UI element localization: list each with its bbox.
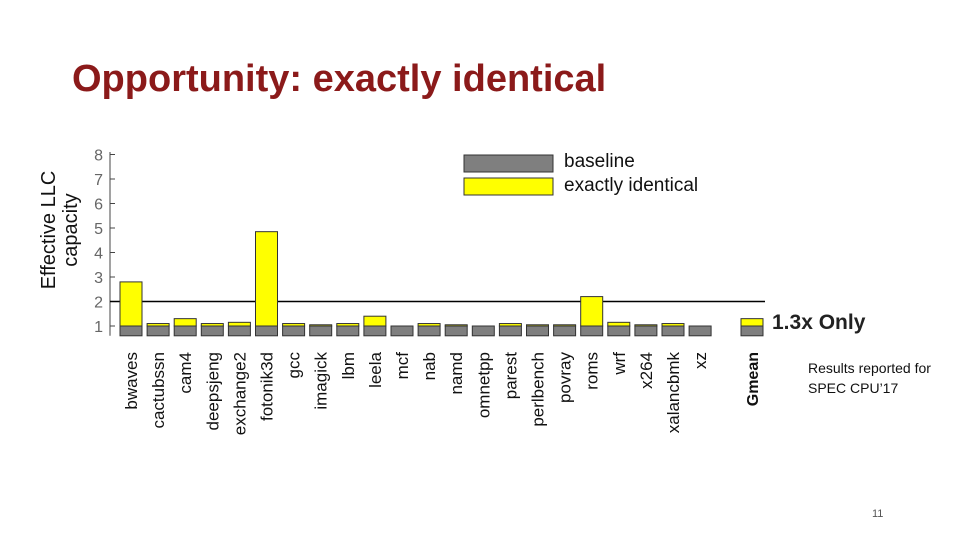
x-tick-label: nab [420, 352, 439, 380]
bar-exactly-identical [363, 315, 387, 327]
x-tick-label: Gmean [745, 352, 762, 406]
bar-baseline [471, 325, 495, 337]
bar-baseline [688, 325, 712, 337]
bar-baseline [200, 325, 224, 337]
y-tick-label: 1 [94, 319, 103, 336]
x-tick-label: exchange2 [230, 352, 249, 435]
x-tick-label: povray [556, 352, 575, 404]
x-tick-label: wrf [610, 352, 629, 376]
y-tick-label: 4 [94, 246, 103, 263]
bar-baseline [336, 325, 360, 337]
x-tick-label: fotonik3d [258, 352, 277, 421]
bar-baseline [740, 325, 764, 337]
x-tick-label: namd [447, 352, 466, 395]
bar-baseline [553, 325, 577, 337]
x-tick-label: xalancbmk [664, 352, 683, 434]
y-tick-label: 3 [94, 270, 103, 287]
bar-baseline [634, 325, 658, 337]
bar-baseline [417, 325, 441, 337]
y-tick-label: 5 [94, 221, 103, 238]
bar-exactly-identical [740, 318, 764, 327]
bar-baseline [661, 325, 685, 337]
callout-text: 1.3x Only [772, 311, 866, 334]
bar-baseline [173, 325, 197, 337]
x-tick-label: imagick [312, 352, 331, 410]
x-tick-label: roms [583, 352, 602, 390]
x-tick-label: cactubssn [149, 352, 168, 429]
bar-baseline [526, 325, 549, 337]
y-tick-label: 2 [94, 295, 103, 312]
bar-exactly-identical [173, 318, 197, 327]
bar-baseline [309, 325, 333, 337]
bar-baseline [282, 325, 306, 337]
bar-baseline [498, 325, 522, 337]
legend-swatch-exactly-identical [463, 177, 554, 196]
x-tick-label: perlbench [529, 352, 548, 427]
x-tick-label: deepsjeng [203, 352, 222, 430]
x-tick-label: parest [501, 352, 520, 400]
bar-baseline [444, 325, 468, 337]
x-tick-label: mcf [393, 352, 412, 380]
bar-exactly-identical [255, 231, 278, 327]
x-tick-label: lbm [339, 352, 358, 379]
results-note: Results reported for SPEC CPU’17 [808, 360, 931, 396]
y-tick-label: 7 [94, 172, 103, 189]
legend-label-baseline: baseline [564, 151, 635, 172]
page-number: 11 [872, 508, 884, 520]
x-tick-label: bwaves [122, 352, 141, 410]
y-tick-label: 6 [94, 197, 103, 214]
x-tick-label: cam4 [176, 352, 195, 394]
bar-baseline [390, 325, 414, 337]
bar-baseline [580, 325, 604, 337]
bar-exactly-identical [607, 321, 631, 327]
bar-baseline [227, 325, 251, 337]
x-tick-label: omnetpp [474, 352, 493, 418]
slide-title: Opportunity: exactly identical [72, 58, 607, 100]
x-tick-label: leela [366, 351, 385, 387]
bar-baseline [255, 325, 278, 337]
bar-exactly-identical [119, 281, 143, 327]
bar-baseline [146, 325, 170, 337]
bar-baseline [363, 325, 387, 337]
x-tick-label: xz [691, 352, 710, 369]
x-tick-label: x264 [637, 352, 656, 389]
bar-exactly-identical [580, 296, 604, 327]
legend-label-exactly-identical: exactly identical [564, 175, 699, 196]
bar-exactly-identical [227, 321, 251, 327]
x-tick-label: gcc [285, 352, 304, 379]
y-tick-label: 8 [94, 148, 103, 165]
legend-swatch-baseline [463, 154, 554, 173]
bar-baseline [607, 325, 631, 337]
bar-baseline [119, 325, 143, 337]
